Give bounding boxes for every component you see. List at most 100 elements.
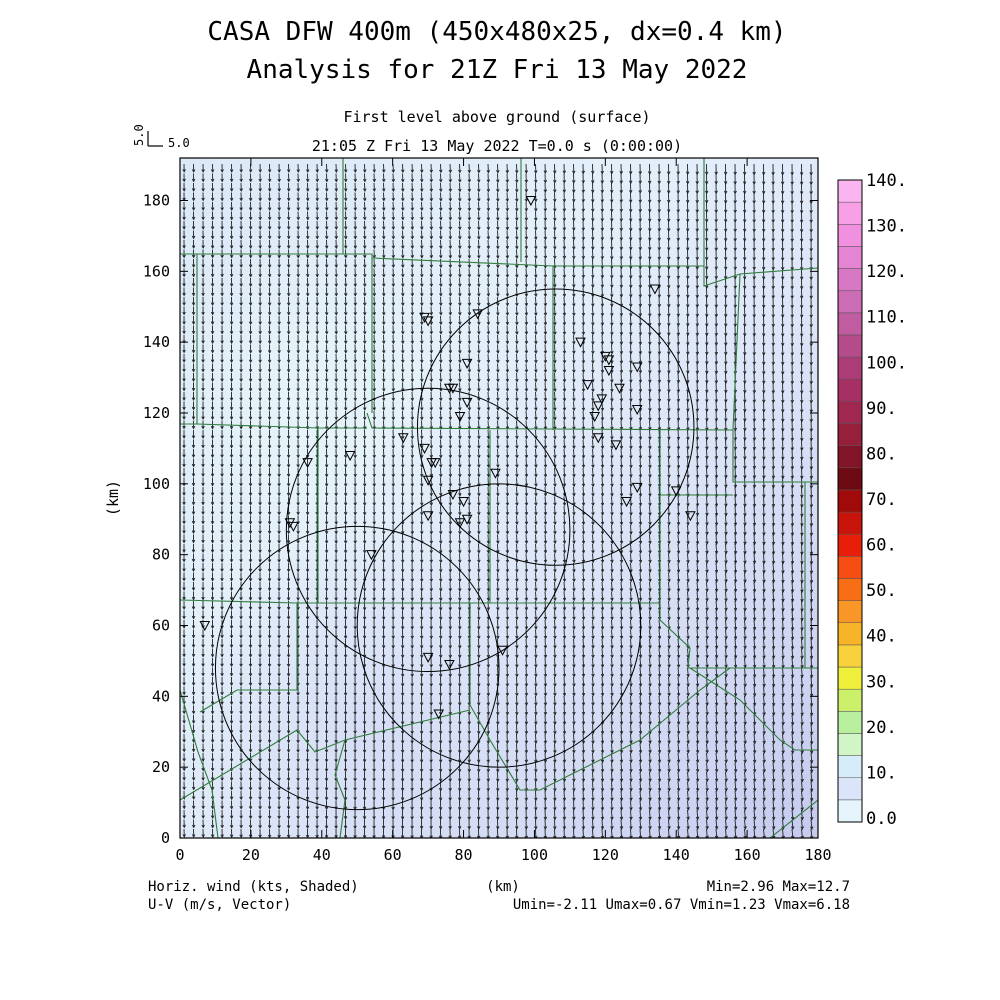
wind-vector-head xyxy=(391,312,396,316)
wind-vector-head xyxy=(420,255,424,259)
wind-vector-head xyxy=(353,359,357,364)
wind-vector xyxy=(535,306,537,316)
wind-vector-head xyxy=(239,454,243,459)
wind-vector-head xyxy=(306,169,310,173)
wind-vector-head xyxy=(239,169,243,173)
wind-vector-head xyxy=(182,283,186,287)
wind-vector-head xyxy=(543,284,548,288)
wind-vector-head xyxy=(610,294,614,298)
wind-vector-head xyxy=(382,188,386,193)
wind-vector-head xyxy=(201,178,205,183)
wind-vector-head xyxy=(382,350,386,354)
wind-vector-head xyxy=(391,302,396,307)
wind-vector-head xyxy=(325,283,329,288)
wind-vector-head xyxy=(448,407,453,411)
wind-vector-head xyxy=(724,465,728,470)
wind-vector-head xyxy=(229,388,234,392)
wind-vector xyxy=(554,334,556,344)
wind-vector-head xyxy=(695,408,700,413)
wind-vector xyxy=(544,477,547,487)
wind-vector-head xyxy=(248,273,253,278)
wind-vector-head xyxy=(448,454,453,459)
wind-vector xyxy=(639,391,641,402)
wind-vector-head xyxy=(467,369,472,373)
wind-vector-head xyxy=(305,492,310,497)
wind-vector-head xyxy=(229,454,234,459)
wind-vector-head xyxy=(420,492,424,497)
wind-vector-head xyxy=(296,254,300,259)
wind-vector-head xyxy=(239,207,243,211)
wind-vector-head xyxy=(458,255,462,259)
wind-vector xyxy=(478,363,480,372)
wind-vector xyxy=(497,334,499,344)
wind-vector xyxy=(592,467,594,477)
wind-vector xyxy=(677,391,679,402)
wind-vector-head xyxy=(477,378,481,383)
wind-vector-head xyxy=(610,398,614,402)
wind-vector-head xyxy=(467,207,472,212)
wind-vector-head xyxy=(448,502,453,507)
wind-vector-head xyxy=(248,454,253,459)
wind-vector xyxy=(487,353,489,363)
wind-vector-head xyxy=(325,235,329,240)
wind-vector-head xyxy=(267,312,272,316)
wind-vector xyxy=(487,325,489,334)
wind-vector xyxy=(677,439,680,449)
wind-vector-head xyxy=(638,389,643,393)
wind-vector-head xyxy=(553,246,557,250)
wind-vector-head xyxy=(762,494,766,498)
wind-vector-head xyxy=(458,359,462,364)
wind-vector-head xyxy=(248,407,253,411)
wind-vector-head xyxy=(344,169,348,173)
wind-vector xyxy=(620,410,623,421)
wind-vector-head xyxy=(182,311,186,316)
wind-vector xyxy=(582,420,585,430)
wind-vector-head xyxy=(410,312,415,316)
wind-vector xyxy=(497,496,499,506)
wind-vector xyxy=(677,429,680,440)
wind-vector-head xyxy=(248,207,253,211)
wind-vector xyxy=(715,439,717,450)
wind-vector-head xyxy=(496,264,500,269)
wind-vector-head xyxy=(486,264,491,269)
wind-vector-head xyxy=(305,264,310,269)
wind-vector-head xyxy=(448,464,453,469)
wind-vector-head xyxy=(562,179,567,184)
wind-vector-head xyxy=(695,484,700,488)
wind-vector-head xyxy=(572,217,576,222)
wind-vector xyxy=(554,486,556,496)
wind-vector xyxy=(478,372,480,382)
wind-vector-head xyxy=(686,379,690,384)
wind-vector-head xyxy=(343,378,348,383)
wind-vector-head xyxy=(248,235,253,240)
wind-vector-head xyxy=(201,387,205,392)
wind-vector-head xyxy=(486,369,491,373)
wind-vector-head xyxy=(344,207,348,212)
wind-vector-head xyxy=(325,216,329,221)
wind-vector-head xyxy=(248,188,253,192)
wind-vector-head xyxy=(258,235,262,240)
wind-vector xyxy=(478,486,480,496)
wind-vector-head xyxy=(363,178,367,183)
wind-vector-head xyxy=(267,321,272,326)
wind-vector-head xyxy=(629,322,633,327)
wind-vector-head xyxy=(401,426,405,430)
wind-vector-head xyxy=(410,502,415,507)
wind-vector-head xyxy=(201,482,205,487)
wind-vector-head xyxy=(258,483,262,487)
wind-vector-head xyxy=(324,331,329,335)
wind-vector-head xyxy=(458,274,462,278)
wind-vector-head xyxy=(543,359,548,364)
wind-vector-head xyxy=(353,464,357,469)
wind-vector-head xyxy=(239,416,243,421)
wind-vector xyxy=(649,410,651,421)
wind-vector-head xyxy=(315,169,319,173)
wind-vector xyxy=(668,477,670,487)
wind-vector-head xyxy=(353,169,358,173)
wind-vector-head xyxy=(324,426,329,430)
wind-vector-head xyxy=(458,293,462,297)
wind-vector-head xyxy=(581,255,586,260)
wind-vector-head xyxy=(401,445,405,450)
wind-vector-head xyxy=(239,226,243,230)
